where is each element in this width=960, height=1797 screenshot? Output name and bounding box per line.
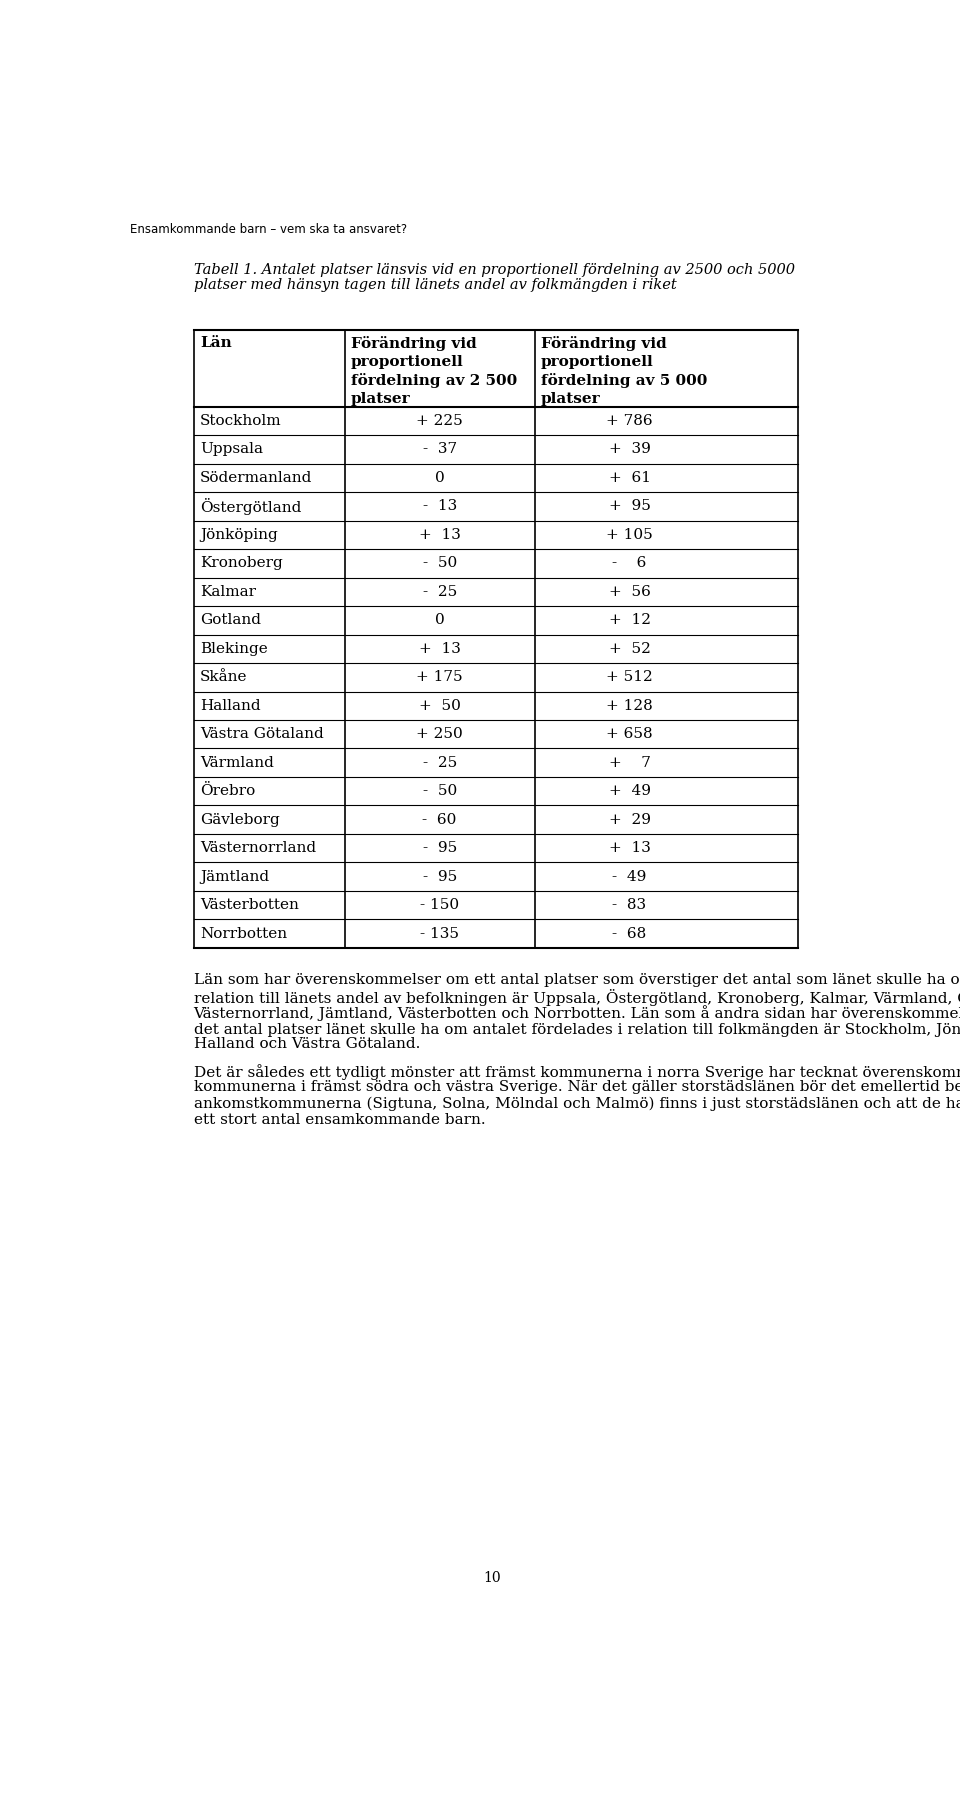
Text: platser med hänsyn tagen till länets andel av folkmängden i riket: platser med hänsyn tagen till länets and…	[194, 279, 677, 291]
Text: +  49: + 49	[609, 783, 651, 798]
Text: 10: 10	[483, 1571, 501, 1585]
Text: 0: 0	[435, 471, 444, 485]
Text: -  68: - 68	[612, 927, 647, 940]
Text: Gävleborg: Gävleborg	[200, 812, 279, 827]
Text: +  52: + 52	[609, 642, 651, 656]
Text: Stockholm: Stockholm	[200, 413, 281, 428]
Text: + 512: + 512	[606, 670, 653, 685]
Bar	[194, 329, 798, 947]
Text: Tabell 1. Antalet platser länsvis vid en proportionell fördelning av 2500 och 50: Tabell 1. Antalet platser länsvis vid en…	[194, 264, 795, 277]
Text: +  13: + 13	[609, 841, 651, 855]
Text: Östergötland: Östergötland	[200, 498, 301, 514]
Text: ett stort antal ensamkommande barn.: ett stort antal ensamkommande barn.	[194, 1112, 485, 1127]
Text: Ensamkommande barn – vem ska ta ansvaret?: Ensamkommande barn – vem ska ta ansvaret…	[130, 223, 407, 237]
Text: Örebro: Örebro	[200, 783, 255, 798]
Text: Västernorrland, Jämtland, Västerbotten och Norrbotten. Län som å andra sidan har: Västernorrland, Jämtland, Västerbotten o…	[194, 1005, 960, 1021]
Text: + 250: + 250	[417, 728, 463, 740]
Text: + 658: + 658	[607, 728, 653, 740]
Text: +  13: + 13	[419, 642, 461, 656]
Text: -  25: - 25	[422, 757, 457, 769]
Text: Kalmar: Kalmar	[200, 584, 255, 598]
Text: Halland: Halland	[200, 699, 260, 713]
Text: kommunerna i främst södra och västra Sverige. När det gäller storstädslänen bör : kommunerna i främst södra och västra Sve…	[194, 1080, 960, 1094]
Text: + 225: + 225	[417, 413, 463, 428]
Text: +    7: + 7	[609, 757, 651, 769]
Text: -  49: - 49	[612, 870, 647, 884]
Text: -  50: - 50	[422, 557, 457, 570]
Text: Skåne: Skåne	[200, 670, 248, 685]
Text: -  13: - 13	[422, 500, 457, 514]
Text: Norrbotten: Norrbotten	[200, 927, 287, 940]
Text: Jämtland: Jämtland	[200, 870, 269, 884]
Text: Södermanland: Södermanland	[200, 471, 312, 485]
Text: -    6: - 6	[612, 557, 647, 570]
Text: +  39: + 39	[609, 442, 651, 456]
Text: -  25: - 25	[422, 584, 457, 598]
Text: Halland och Västra Götaland.: Halland och Västra Götaland.	[194, 1037, 420, 1051]
Text: relation till länets andel av befolkningen är Uppsala, Östergötland, Kronoberg, : relation till länets andel av befolkning…	[194, 988, 960, 1006]
Text: -  60: - 60	[422, 812, 457, 827]
Text: -  95: - 95	[422, 841, 457, 855]
Text: +  50: + 50	[419, 699, 461, 713]
Text: +  13: + 13	[419, 528, 461, 543]
Text: + 786: + 786	[607, 413, 653, 428]
Text: + 175: + 175	[417, 670, 463, 685]
Text: Kronoberg: Kronoberg	[200, 557, 282, 570]
Text: +  56: + 56	[609, 584, 651, 598]
Text: det antal platser länet skulle ha om antalet fördelades i relation till folkmäng: det antal platser länet skulle ha om ant…	[194, 1021, 960, 1037]
Text: -  95: - 95	[422, 870, 457, 884]
Text: ankomstkommunerna (Sigtuna, Solna, Mölndal och Malmö) finns i just storstädsläne: ankomstkommunerna (Sigtuna, Solna, Mölnd…	[194, 1096, 960, 1111]
Text: -  83: - 83	[612, 898, 647, 913]
Text: Förändring vid
proportionell
fördelning av 5 000
platser: Förändring vid proportionell fördelning …	[540, 336, 708, 406]
Text: +  12: + 12	[609, 613, 651, 627]
Text: 0: 0	[435, 613, 444, 627]
Text: -  50: - 50	[422, 783, 457, 798]
Text: Västra Götaland: Västra Götaland	[200, 728, 324, 740]
Text: +  95: + 95	[609, 500, 651, 514]
Text: Det är således ett tydligt mönster att främst kommunerna i norra Sverige har tec: Det är således ett tydligt mönster att f…	[194, 1064, 960, 1080]
Text: Uppsala: Uppsala	[200, 442, 263, 456]
Text: +  29: + 29	[609, 812, 651, 827]
Text: + 128: + 128	[606, 699, 653, 713]
Text: - 150: - 150	[420, 898, 459, 913]
Text: Län: Län	[200, 336, 231, 350]
Text: + 105: + 105	[606, 528, 653, 543]
Text: Blekinge: Blekinge	[200, 642, 268, 656]
Text: - 135: - 135	[420, 927, 459, 940]
Text: Förändring vid
proportionell
fördelning av 2 500
platser: Förändring vid proportionell fördelning …	[351, 336, 517, 406]
Text: +  61: + 61	[609, 471, 651, 485]
Text: Västerbotten: Västerbotten	[200, 898, 299, 913]
Text: -  37: - 37	[422, 442, 457, 456]
Text: Jönköping: Jönköping	[200, 528, 277, 543]
Text: Västernorrland: Västernorrland	[200, 841, 316, 855]
Text: Län som har överenskommelser om ett antal platser som överstiger det antal som l: Län som har överenskommelser om ett anta…	[194, 972, 960, 987]
Text: Gotland: Gotland	[200, 613, 261, 627]
Text: Värmland: Värmland	[200, 757, 274, 769]
